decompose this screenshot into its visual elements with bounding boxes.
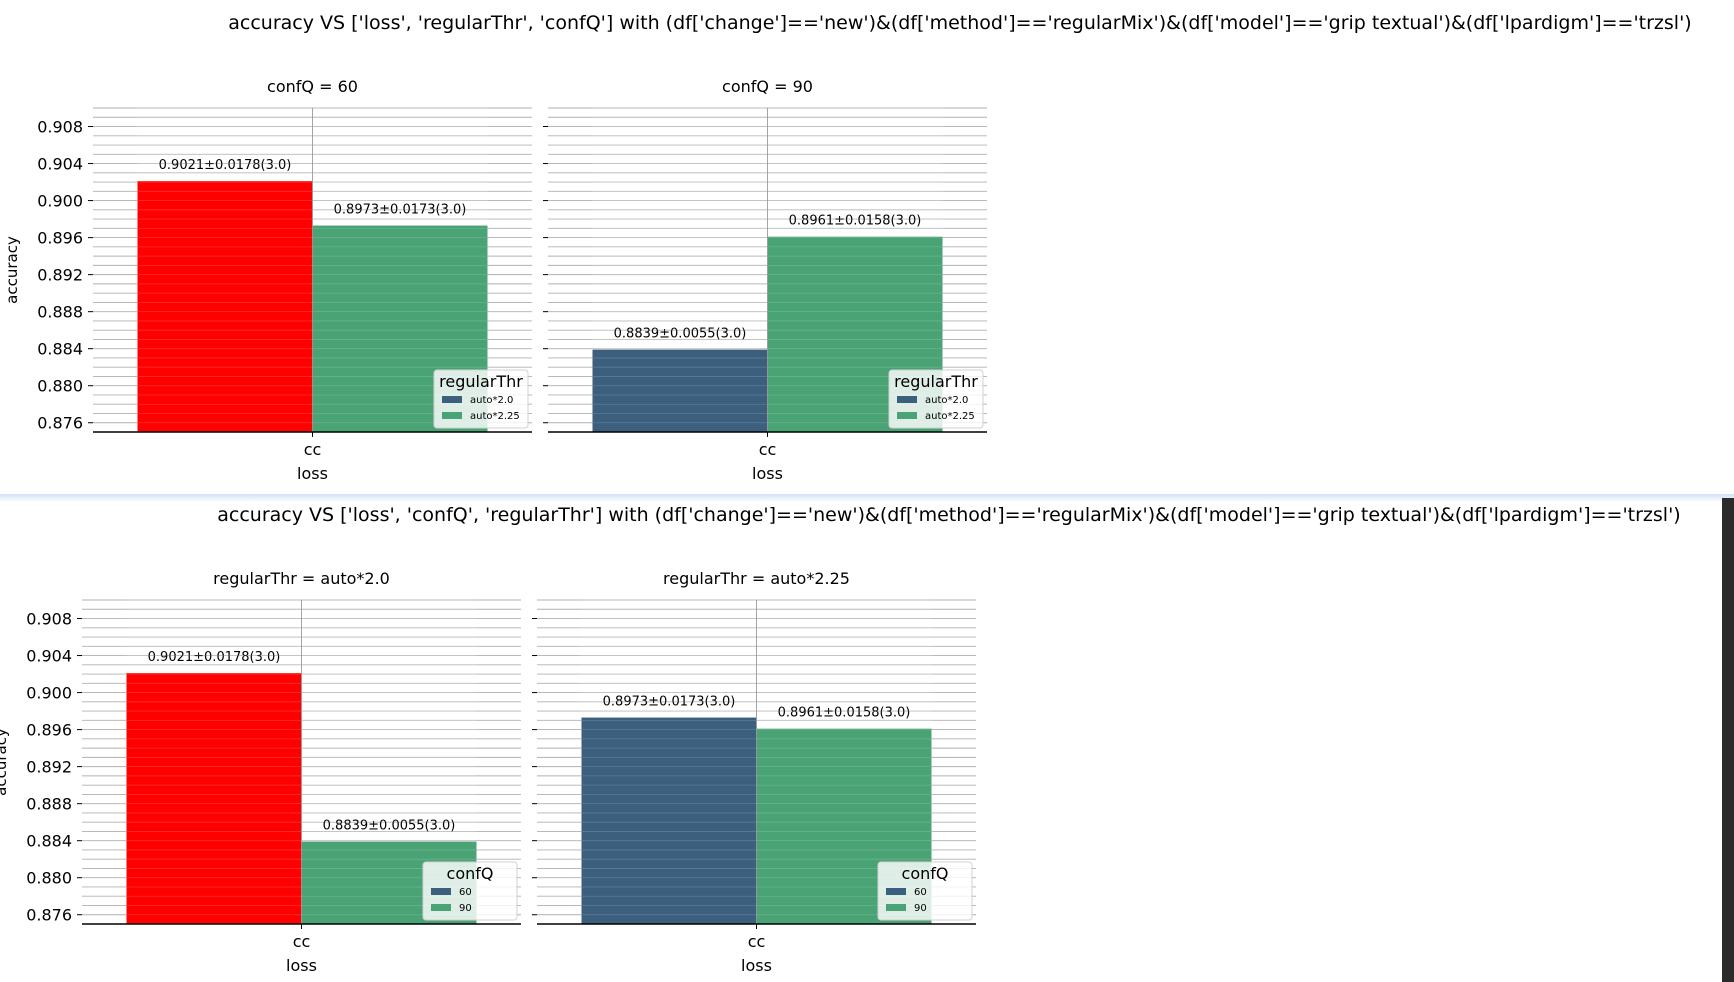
y-tick-label: 0.904 — [37, 155, 83, 174]
legend-item-label: 60 — [459, 887, 472, 898]
legend-title: confQ — [447, 864, 494, 883]
bar-value-label: 0.8961±0.0158(3.0) — [789, 214, 922, 229]
y-axis-label: accuracy — [3, 236, 21, 304]
x-axis-label: loss — [741, 956, 772, 975]
bar-value-label: 0.8839±0.0055(3.0) — [323, 819, 456, 834]
legend-title: confQ — [902, 864, 949, 883]
legend-item-label: 90 — [914, 903, 927, 914]
bar-value-label: 0.9021±0.0178(3.0) — [148, 650, 281, 665]
figure-separator — [0, 494, 1734, 502]
legend-item-label: auto*2.0 — [925, 395, 968, 406]
y-tick-label: 0.892 — [26, 758, 72, 777]
legend-item-label: auto*2.0 — [470, 395, 513, 406]
x-tick-label: cc — [759, 440, 777, 459]
figure-title: accuracy VS ['loss', 'regularThr', 'conf… — [228, 12, 1691, 34]
y-tick-label: 0.896 — [37, 229, 83, 248]
y-tick-label: 0.900 — [37, 192, 83, 211]
bar-value-label: 0.9021±0.0178(3.0) — [159, 158, 292, 173]
y-tick-label: 0.876 — [37, 414, 83, 433]
bar-60 — [581, 717, 757, 924]
y-tick-label: 0.908 — [37, 118, 83, 137]
legend-swatch — [442, 396, 462, 403]
legend-title: regularThr — [439, 372, 523, 391]
y-tick-label: 0.876 — [26, 906, 72, 925]
legend-swatch — [897, 412, 917, 419]
bar-value-label: 0.8961±0.0158(3.0) — [778, 706, 911, 721]
x-tick-label: cc — [293, 932, 311, 951]
x-axis-label: loss — [297, 464, 328, 483]
y-axis-label: accuracy — [0, 728, 10, 796]
bar-value-label: 0.8839±0.0055(3.0) — [614, 327, 747, 342]
panel-title: regularThr = auto*2.0 — [213, 569, 390, 588]
bar-value-label: 0.8973±0.0173(3.0) — [603, 695, 736, 710]
bar-value-label: 0.8973±0.0173(3.0) — [334, 203, 467, 218]
y-tick-label: 0.900 — [26, 684, 72, 703]
y-tick-label: 0.884 — [37, 340, 83, 359]
y-tick-label: 0.888 — [37, 303, 83, 322]
legend-item-label: 60 — [914, 887, 927, 898]
x-axis-label: loss — [752, 464, 783, 483]
y-tick-label: 0.892 — [37, 266, 83, 285]
panel-title: confQ = 60 — [267, 77, 358, 96]
vertical-scrollbar[interactable] — [1722, 498, 1734, 982]
legend-swatch — [431, 888, 451, 895]
x-axis-label: loss — [286, 956, 317, 975]
x-tick-label: cc — [304, 440, 322, 459]
legend-swatch — [897, 396, 917, 403]
legend-item-label: auto*2.25 — [925, 411, 975, 422]
y-tick-label: 0.880 — [26, 869, 72, 888]
legend-swatch — [886, 888, 906, 895]
legend-swatch — [431, 904, 451, 911]
figure-title: accuracy VS ['loss', 'confQ', 'regularTh… — [217, 504, 1680, 526]
y-tick-label: 0.904 — [26, 647, 72, 666]
y-tick-label: 0.908 — [26, 610, 72, 629]
x-tick-label: cc — [748, 932, 766, 951]
y-tick-label: 0.880 — [37, 377, 83, 396]
legend-item-label: 90 — [459, 903, 472, 914]
bar-auto*2.0 — [137, 181, 313, 432]
legend-title: regularThr — [894, 372, 978, 391]
bar-60 — [126, 673, 302, 924]
legend-swatch — [442, 412, 462, 419]
bar-auto*2.0 — [592, 349, 768, 432]
y-tick-label: 0.884 — [26, 832, 72, 851]
y-tick-label: 0.888 — [26, 795, 72, 814]
panel-title: confQ = 90 — [722, 77, 813, 96]
y-tick-label: 0.896 — [26, 721, 72, 740]
panel-title: regularThr = auto*2.25 — [663, 569, 850, 588]
legend-item-label: auto*2.25 — [470, 411, 520, 422]
legend-swatch — [886, 904, 906, 911]
